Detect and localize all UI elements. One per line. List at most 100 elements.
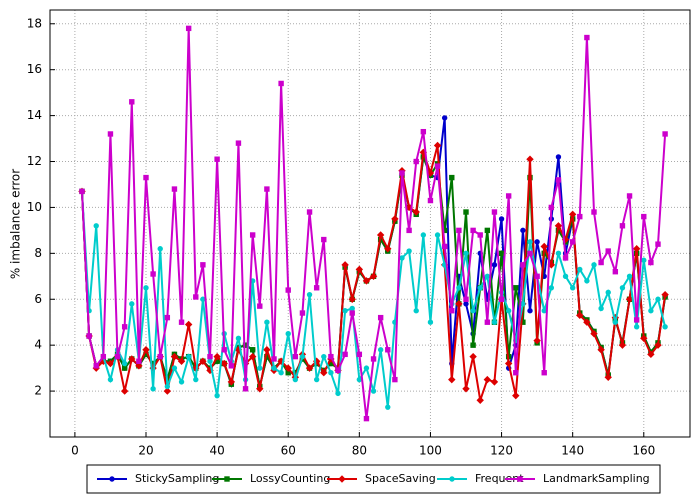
marker bbox=[498, 296, 505, 302]
marker bbox=[449, 476, 455, 482]
marker bbox=[257, 303, 263, 309]
y-tick-label: 16 bbox=[27, 62, 42, 76]
marker bbox=[577, 266, 583, 273]
marker bbox=[590, 329, 598, 338]
marker bbox=[470, 308, 476, 314]
marker bbox=[257, 365, 263, 371]
marker bbox=[527, 239, 533, 245]
marker bbox=[577, 213, 583, 220]
marker bbox=[107, 131, 114, 137]
marker bbox=[569, 239, 576, 245]
x-tick-label: 140 bbox=[561, 444, 584, 458]
marker bbox=[271, 365, 277, 371]
series bbox=[79, 25, 668, 422]
marker bbox=[612, 319, 619, 325]
marker bbox=[349, 310, 355, 316]
marker bbox=[490, 378, 499, 386]
marker bbox=[171, 186, 178, 192]
marker bbox=[377, 314, 384, 321]
marker bbox=[484, 227, 491, 234]
marker bbox=[224, 476, 230, 482]
marker bbox=[548, 204, 555, 211]
marker bbox=[129, 301, 135, 307]
marker bbox=[412, 208, 420, 216]
marker bbox=[150, 386, 156, 392]
y-tick-label: 4 bbox=[34, 338, 42, 352]
marker bbox=[505, 193, 512, 199]
marker bbox=[434, 232, 441, 238]
marker bbox=[618, 341, 627, 349]
marker bbox=[427, 197, 434, 204]
marker bbox=[235, 140, 242, 146]
marker bbox=[655, 296, 661, 302]
marker bbox=[483, 375, 492, 384]
marker bbox=[513, 370, 519, 376]
marker bbox=[463, 209, 469, 215]
marker bbox=[121, 360, 128, 367]
marker bbox=[185, 25, 192, 32]
marker bbox=[456, 227, 462, 234]
marker bbox=[604, 373, 612, 382]
marker bbox=[455, 300, 463, 308]
marker bbox=[93, 223, 99, 229]
y-tick-label: 8 bbox=[34, 246, 42, 260]
marker bbox=[598, 259, 604, 266]
marker bbox=[114, 353, 121, 360]
marker bbox=[363, 365, 370, 371]
marker bbox=[391, 215, 399, 223]
marker bbox=[662, 131, 668, 137]
marker bbox=[285, 287, 291, 293]
marker bbox=[335, 367, 341, 374]
marker bbox=[527, 250, 533, 257]
marker bbox=[555, 154, 562, 160]
marker bbox=[399, 170, 405, 176]
marker bbox=[619, 223, 626, 229]
marker bbox=[463, 296, 469, 302]
marker bbox=[271, 356, 277, 362]
marker bbox=[484, 273, 491, 280]
marker bbox=[278, 370, 284, 376]
marker bbox=[520, 227, 526, 234]
marker bbox=[625, 295, 634, 303]
x-tick-label: 80 bbox=[352, 444, 367, 458]
marker bbox=[632, 245, 641, 253]
marker bbox=[228, 363, 235, 369]
marker bbox=[562, 273, 569, 280]
marker bbox=[655, 241, 661, 247]
marker bbox=[363, 415, 370, 422]
marker bbox=[597, 346, 605, 354]
marker bbox=[612, 269, 619, 275]
marker bbox=[463, 250, 469, 257]
marker bbox=[193, 294, 199, 300]
marker bbox=[369, 272, 378, 281]
marker bbox=[213, 352, 221, 361]
marker bbox=[385, 347, 391, 353]
marker bbox=[86, 333, 92, 339]
marker bbox=[648, 259, 654, 266]
legend-box bbox=[86, 464, 661, 494]
marker bbox=[626, 273, 633, 280]
marker bbox=[661, 290, 669, 299]
legend-label: SpaceSaving bbox=[365, 472, 436, 485]
marker bbox=[306, 209, 313, 215]
marker bbox=[491, 262, 498, 268]
marker bbox=[121, 324, 128, 330]
marker bbox=[376, 231, 385, 239]
x-tick-label: 60 bbox=[281, 444, 296, 458]
marker bbox=[207, 358, 213, 364]
marker bbox=[619, 285, 626, 291]
marker bbox=[342, 308, 348, 314]
marker bbox=[249, 232, 256, 238]
plot-frame bbox=[49, 9, 691, 438]
marker bbox=[498, 250, 505, 257]
marker bbox=[641, 257, 647, 263]
marker bbox=[470, 227, 476, 234]
marker bbox=[313, 285, 320, 291]
marker bbox=[349, 305, 355, 312]
marker bbox=[370, 356, 377, 362]
marker bbox=[121, 365, 128, 371]
marker bbox=[598, 305, 604, 312]
marker bbox=[406, 248, 412, 254]
